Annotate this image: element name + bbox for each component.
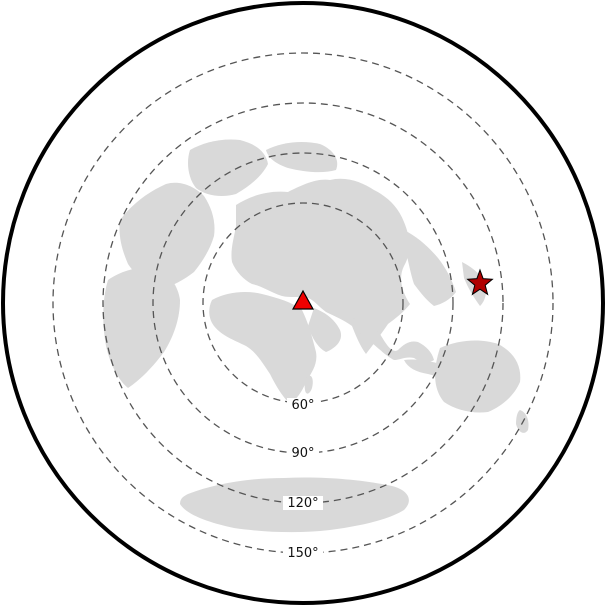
landmass-south-america [103, 267, 180, 388]
ring-labels: 60° 90° 120° 150° [283, 398, 323, 561]
ring-label-150: 150° [287, 546, 318, 561]
landmass-arabia [308, 308, 342, 352]
landmass-south-asia [352, 318, 434, 363]
landmass-north-america [119, 182, 215, 290]
ring-90 [152, 152, 454, 454]
ring-150 [52, 52, 554, 554]
landmass-east-asia [404, 230, 456, 306]
ring-label-60: 60° [291, 398, 314, 413]
markers [291, 268, 494, 310]
landmass-eurasia [231, 178, 410, 354]
landmass-arctic-islands [266, 142, 338, 173]
landmass-greenland [188, 139, 268, 196]
ring-label-120: 120° [287, 496, 318, 511]
landmass-new-zealand [516, 410, 529, 433]
landmass-madagascar [304, 375, 313, 394]
landmass-africa [209, 292, 317, 404]
land-layer [103, 139, 529, 533]
star-icon [466, 268, 494, 296]
triangle-icon [291, 289, 315, 310]
landmass-australia [435, 340, 521, 413]
ring-label-90: 90° [291, 446, 314, 461]
